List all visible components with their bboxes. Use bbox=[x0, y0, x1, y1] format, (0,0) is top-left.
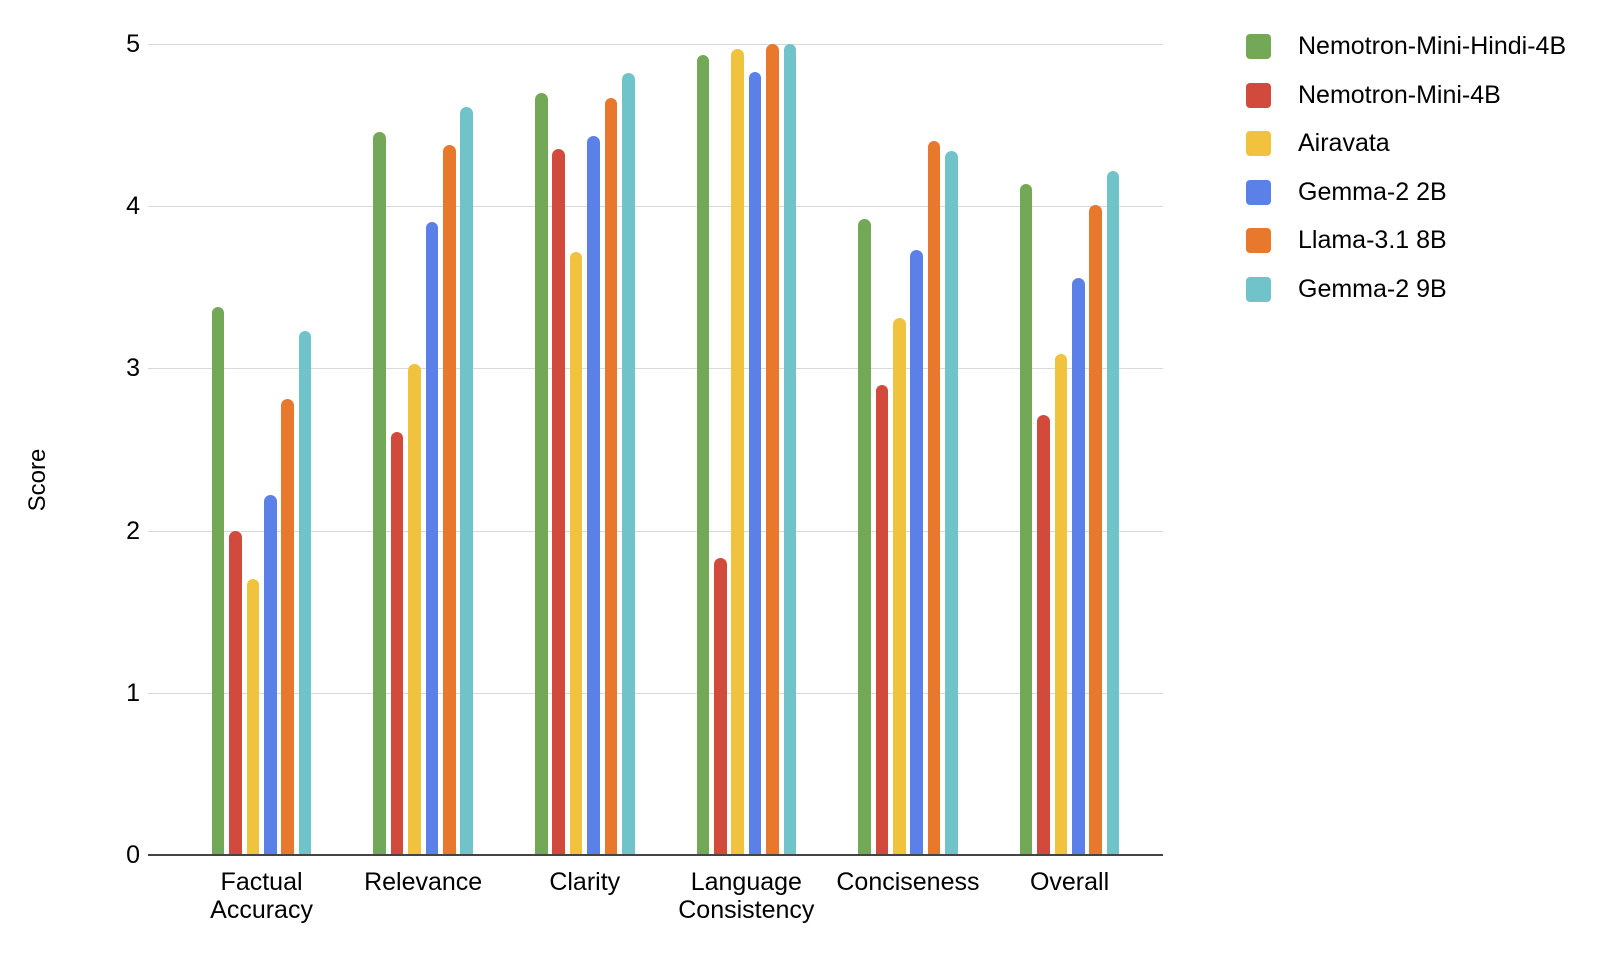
x-category-label: Relevance bbox=[364, 868, 483, 896]
y-tick-label: 2 bbox=[126, 516, 140, 545]
bar bbox=[945, 151, 958, 855]
bar bbox=[892, 318, 906, 855]
bar bbox=[604, 97, 618, 855]
bar bbox=[1037, 415, 1050, 855]
legend-item: Airavata bbox=[1246, 129, 1566, 157]
bar bbox=[442, 144, 456, 855]
bar bbox=[534, 92, 548, 855]
bar bbox=[1019, 183, 1033, 855]
bar bbox=[246, 579, 260, 855]
legend-swatch bbox=[1246, 82, 1271, 108]
legend-item: Gemma-2 9B bbox=[1246, 274, 1566, 303]
gridline bbox=[148, 44, 1163, 45]
legend-label: Airavata bbox=[1298, 129, 1390, 157]
gridline bbox=[148, 530, 1163, 532]
legend-swatch bbox=[1246, 131, 1271, 156]
plot-area bbox=[148, 44, 1163, 856]
bar bbox=[713, 558, 727, 855]
y-tick-label: 5 bbox=[126, 30, 140, 58]
y-tick-label: 1 bbox=[126, 678, 140, 707]
legend-item: Llama-3.1 8B bbox=[1246, 226, 1566, 254]
bar bbox=[1054, 353, 1068, 855]
gridline bbox=[148, 206, 1163, 208]
legend-swatch bbox=[1246, 276, 1271, 302]
bar bbox=[875, 384, 889, 855]
x-category-label: Conciseness bbox=[836, 868, 980, 896]
bar bbox=[1106, 170, 1120, 855]
x-category-label: Clarity bbox=[549, 868, 621, 896]
bar bbox=[587, 136, 600, 855]
bar bbox=[731, 48, 744, 855]
bar bbox=[1071, 277, 1085, 855]
legend: Nemotron-Mini-Hindi-4B Nemotron-Mini-4B Ai… bbox=[1246, 32, 1567, 325]
bar bbox=[858, 219, 871, 855]
bar bbox=[696, 55, 710, 855]
bar bbox=[425, 222, 439, 855]
bar bbox=[211, 306, 225, 855]
bar bbox=[621, 73, 635, 855]
bar bbox=[552, 149, 565, 855]
legend-label: Llama-3.1 8B bbox=[1298, 226, 1447, 254]
legend-swatch bbox=[1246, 34, 1271, 59]
y-axis-title: Score bbox=[24, 448, 51, 512]
bar bbox=[408, 363, 421, 855]
legend-label: Nemotron-Mini-4B bbox=[1298, 80, 1501, 109]
y-tick-label: 4 bbox=[126, 192, 140, 221]
bar bbox=[373, 131, 386, 855]
bar bbox=[910, 250, 923, 855]
legend-label: Gemma-2 9B bbox=[1298, 274, 1447, 303]
gridline bbox=[148, 368, 1163, 370]
y-tick-label: 3 bbox=[126, 354, 140, 383]
legend-swatch bbox=[1246, 179, 1271, 205]
bar bbox=[1089, 204, 1102, 855]
bar bbox=[281, 399, 294, 855]
gridline bbox=[148, 692, 1163, 694]
bar bbox=[460, 107, 473, 855]
legend-label: Nemotron-Mini-Hindi-4B bbox=[1298, 32, 1567, 60]
y-tick-label: 0 bbox=[126, 841, 140, 869]
x-axis-line bbox=[148, 854, 1163, 856]
legend-label: Gemma-2 2B bbox=[1298, 177, 1447, 206]
bar bbox=[927, 141, 941, 855]
bar bbox=[766, 44, 779, 855]
bar bbox=[748, 71, 762, 855]
bar bbox=[229, 530, 242, 855]
bar bbox=[569, 251, 583, 855]
bar bbox=[783, 44, 797, 855]
x-category-label: Factual Accuracy bbox=[210, 868, 313, 924]
legend-item: Nemotron-Mini-Hindi-4B bbox=[1246, 32, 1567, 60]
bar bbox=[298, 331, 312, 855]
x-category-label: Language Consistency bbox=[678, 868, 815, 924]
legend-item: Nemotron-Mini-4B bbox=[1246, 80, 1566, 109]
bar bbox=[390, 431, 404, 855]
legend-item: Gemma-2 2B bbox=[1246, 177, 1566, 206]
bar bbox=[263, 494, 277, 855]
legend-swatch bbox=[1246, 228, 1271, 253]
x-category-label: Overall bbox=[1029, 868, 1110, 896]
